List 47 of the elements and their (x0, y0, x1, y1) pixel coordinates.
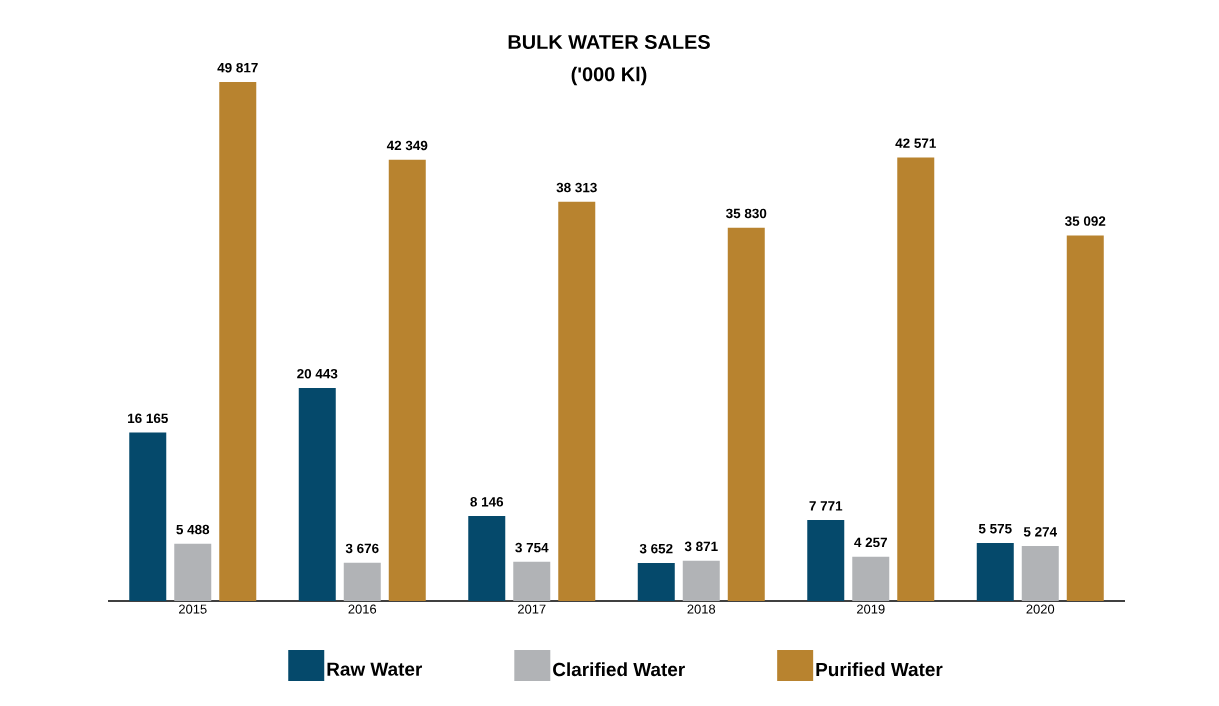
bar (976, 542, 1014, 601)
bar (1066, 235, 1104, 601)
legend-label: Clarified Water (553, 662, 685, 677)
data-label: 8 146 (470, 497, 504, 507)
bar (468, 516, 506, 601)
x-tick-label: 2018 (687, 604, 716, 614)
bar (852, 556, 890, 601)
data-label: 3 871 (684, 541, 718, 552)
bar (174, 543, 212, 601)
data-label: 38 313 (556, 182, 597, 193)
x-tick-label: 2020 (1026, 604, 1055, 614)
data-label: 35 830 (726, 208, 767, 219)
data-label: 5 488 (176, 524, 210, 535)
data-label: 35 092 (1065, 216, 1106, 226)
x-tick-label: 2015 (179, 604, 207, 614)
data-label: 3 754 (515, 542, 549, 553)
data-label: 5 575 (978, 524, 1012, 534)
bar (343, 562, 381, 601)
bar (727, 227, 765, 601)
bar (637, 562, 675, 601)
legend-label: Raw Water (327, 662, 423, 676)
data-label: 3 652 (639, 543, 673, 554)
bar (807, 520, 845, 601)
bar (219, 81, 257, 601)
chart-subtitle: ('000 Kl) (571, 66, 647, 86)
legend-label: Purified Water (816, 662, 943, 677)
data-label: 16 165 (128, 413, 168, 424)
bar (129, 432, 167, 601)
data-label: 7 771 (809, 501, 843, 511)
bar (897, 157, 935, 601)
bar (1021, 546, 1059, 601)
data-label: 42 349 (386, 140, 428, 151)
chart-title: BULK WATER SALES (508, 34, 710, 50)
x-tick-label: 2016 (348, 604, 377, 614)
x-tick-label: 2019 (857, 604, 885, 614)
bar (388, 159, 426, 601)
data-label: 4 257 (854, 537, 887, 548)
data-label: 20 443 (297, 368, 338, 379)
bar (513, 561, 551, 601)
data-label: 3 676 (345, 543, 379, 554)
bar (298, 388, 336, 601)
data-label: 42 571 (895, 138, 936, 148)
bar (682, 560, 720, 601)
bar (558, 201, 596, 601)
x-tick-label: 2017 (518, 604, 546, 614)
data-label: 49 817 (217, 62, 258, 73)
data-label: 5 274 (1023, 527, 1057, 537)
